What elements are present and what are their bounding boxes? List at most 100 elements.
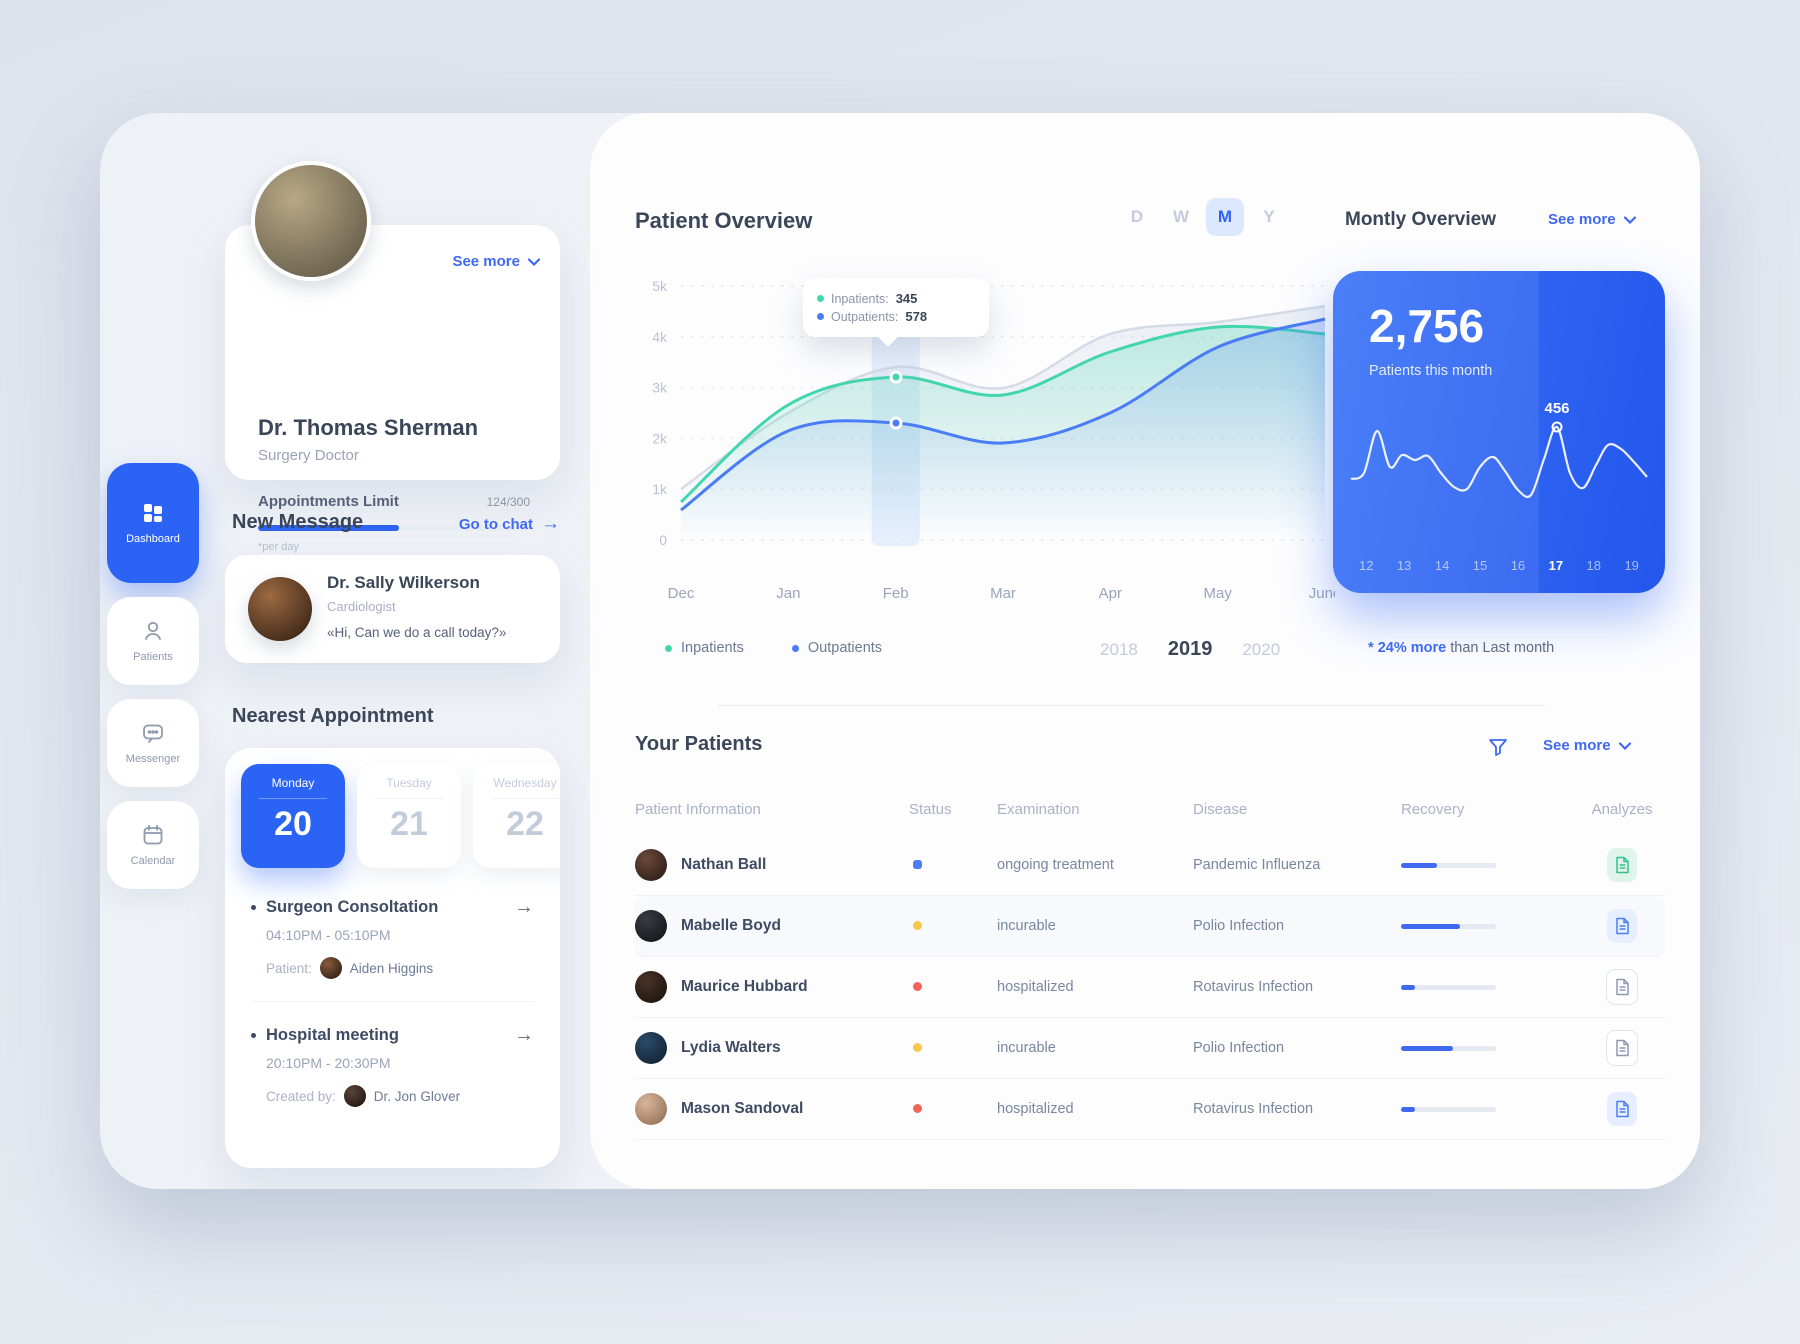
arrow-right-icon: → — [541, 513, 560, 534]
tooltip-inpatients-label: Inpatients: — [831, 291, 889, 306]
status-indicator — [913, 921, 922, 930]
message-preview: «Hi, Can we do a call today?» — [327, 625, 507, 640]
column-header-analyzes: Analyzes — [1591, 801, 1653, 818]
document-icon[interactable] — [1607, 1092, 1637, 1126]
day-tile-monday[interactable]: Monday 20 — [241, 764, 345, 868]
spark-date-19[interactable]: 19 — [1624, 558, 1639, 573]
line-chart: 0 1k 2k 3k 4k 5k Dec Jan Feb Mar Apr May June — [652, 278, 1335, 602]
patient-info-cell: Mason Sandoval — [635, 1093, 897, 1125]
monthly-see-more[interactable]: See more — [1548, 211, 1636, 228]
messenger-icon — [141, 721, 165, 745]
bullet-icon — [251, 1033, 256, 1038]
day-tile-tuesday[interactable]: Tuesday 21 — [357, 764, 461, 868]
disease-cell: Polio Infection — [1193, 918, 1285, 934]
dashboard-icon — [141, 501, 165, 525]
appointment-meta: Patient: Aiden Higgins — [266, 957, 534, 979]
legend-label: Outpatients — [807, 640, 883, 656]
patients-see-more[interactable]: See more — [1543, 737, 1631, 754]
svg-text:Dec: Dec — [668, 585, 695, 602]
status-indicator — [913, 982, 922, 991]
spark-date-18[interactable]: 18 — [1586, 558, 1601, 573]
appointments-limit-row: Appointments Limit 124/300 — [258, 493, 530, 510]
day-tile-wednesday[interactable]: Wednesday 22 — [473, 764, 560, 868]
tooltip-outpatients-label: Outpatients: — [831, 309, 899, 324]
spark-date-12[interactable]: 12 — [1359, 558, 1374, 573]
profile-see-more[interactable]: See more — [430, 253, 540, 270]
note-star: * — [1368, 640, 1374, 656]
status-indicator — [913, 1104, 922, 1113]
spark-date-15[interactable]: 15 — [1472, 558, 1488, 573]
recovery-cell — [1401, 1045, 1579, 1051]
patient-row-mason-sandoval[interactable]: Mason Sandoval hospitalized Rotavirus Infe… — [635, 1079, 1665, 1140]
appointment-item: Hospital meeting → 20:10PM - 20:30PM Create… — [251, 1024, 534, 1107]
profile-role: Surgery Doctor — [258, 447, 359, 464]
status-cell — [897, 978, 997, 996]
patient-row-nathan-ball[interactable]: Nathan Ball ongoing treatment Pandemic Inf… — [635, 835, 1665, 896]
year-2020[interactable]: 2020 — [1242, 640, 1281, 659]
day-name: Tuesday — [386, 776, 432, 790]
document-icon[interactable] — [1606, 969, 1638, 1005]
column-header-recovery: Recovery — [1401, 801, 1465, 818]
meta-label: Created by: — [266, 1088, 336, 1104]
year-2019[interactable]: 2019 — [1167, 638, 1213, 660]
patient-row-mabelle-boyd[interactable]: Mabelle Boyd incurable Polio Infection — [635, 896, 1665, 957]
spark-date-14[interactable]: 14 — [1434, 558, 1450, 573]
year-selector: 2018 2019 2020 — [1100, 638, 1280, 661]
range-button-d[interactable]: D — [1130, 207, 1144, 226]
card-shade — [1333, 271, 1539, 593]
filter-icon[interactable] — [1488, 737, 1508, 757]
day-divider — [259, 798, 327, 799]
spark-date-13[interactable]: 13 — [1396, 558, 1412, 573]
sidebar-item-label: Calendar — [130, 855, 176, 867]
new-message-title: New Message — [232, 511, 364, 533]
appointment-title-row: Hospital meeting → — [251, 1024, 534, 1047]
appointment-meta: Created by: Dr. Jon Glover — [266, 1085, 534, 1107]
column-header-patient-information: Patient Information — [635, 801, 761, 818]
tooltip-outpatients-row: Outpatients: 578 — [817, 309, 975, 324]
range-button-w[interactable]: W — [1172, 207, 1190, 226]
document-icon[interactable] — [1607, 909, 1637, 943]
appointment-time: 04:10PM - 05:10PM — [266, 927, 391, 943]
sidebar-item-messenger[interactable]: Messenger — [107, 699, 199, 787]
spark-date-17[interactable]: 17 — [1548, 558, 1564, 573]
document-icon[interactable] — [1606, 1030, 1638, 1066]
arrow-right-icon[interactable]: → — [514, 896, 534, 918]
range-button-y[interactable]: Y — [1263, 207, 1275, 226]
go-to-chat-link[interactable]: Go to chat → — [355, 513, 560, 535]
day-name: Monday — [271, 776, 315, 790]
note-rest: than Last month — [1450, 640, 1555, 656]
meta-name: Aiden Higgins — [349, 960, 434, 976]
sidebar-item-dashboard[interactable]: Dashboard — [107, 463, 199, 583]
sidebar-item-calendar[interactable]: Calendar — [107, 801, 199, 889]
sidebar-item-patients[interactable]: Patients — [107, 597, 199, 685]
inpatients-dot-icon — [817, 295, 824, 302]
spark-date-16[interactable]: 16 — [1510, 558, 1526, 573]
arrow-right-icon[interactable]: → — [514, 1024, 534, 1046]
document-icon[interactable] — [1607, 848, 1637, 882]
range-button-m[interactable]: M — [1206, 198, 1244, 236]
section-divider — [718, 705, 1545, 706]
patient-row-lydia-walters[interactable]: Lydia Walters incurable Polio Infection — [635, 1018, 1665, 1079]
message-card[interactable]: Dr. Sally Wilkerson Cardiologist «Hi, Ca… — [225, 555, 560, 663]
day-divider — [375, 798, 443, 799]
examination-cell: hospitalized — [997, 979, 1074, 995]
svg-text:5k: 5k — [652, 278, 668, 294]
your-patients-title: Your Patients — [635, 733, 763, 755]
avatar — [635, 971, 667, 1003]
svg-text:2k: 2k — [652, 430, 668, 446]
day-date: 20 — [274, 805, 312, 843]
patient-name: Nathan Ball — [681, 856, 767, 873]
day-date: 22 — [506, 805, 544, 843]
bullet-icon — [251, 905, 256, 910]
avatar — [319, 957, 342, 979]
patient-name: Maurice Hubbard — [681, 978, 808, 995]
column-header-status: Status — [909, 801, 952, 818]
patient-row-maurice-hubbard[interactable]: Maurice Hubbard hospitalized Rotavirus Inf… — [635, 957, 1665, 1018]
recovery-cell — [1401, 1106, 1579, 1112]
year-2018[interactable]: 2018 — [1100, 640, 1138, 659]
calendar-icon — [141, 823, 165, 847]
appointment-item: Surgeon Consoltation → 04:10PM - 05:10PM Pa… — [251, 896, 534, 979]
doctor-avatar — [251, 161, 371, 281]
patients-total: 2,756 — [1369, 300, 1485, 352]
